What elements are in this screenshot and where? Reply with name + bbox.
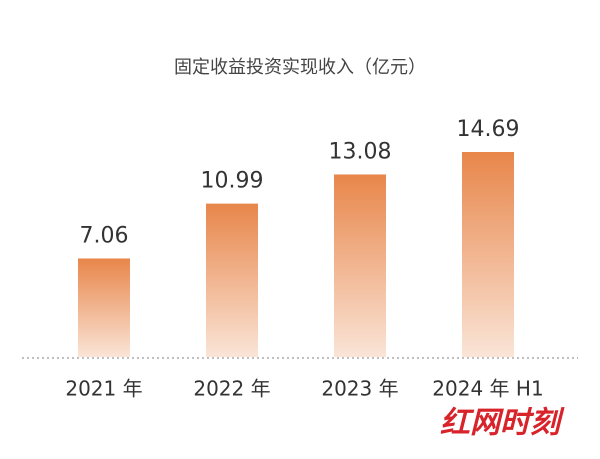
value-label: 13.08 xyxy=(329,139,392,164)
chart-title: 固定收益投资实现收入（亿元） xyxy=(174,57,426,78)
bar xyxy=(334,174,386,357)
bar xyxy=(462,152,514,357)
value-label: 7.06 xyxy=(80,223,129,248)
x-tick-label: 2023 年 xyxy=(321,377,398,401)
x-tick-label: 2022 年 xyxy=(193,377,270,401)
x-tick-label: 2021 年 xyxy=(65,377,142,401)
x-tick-label: 2024 年 H1 xyxy=(432,377,543,401)
bar xyxy=(206,203,258,357)
value-label: 10.99 xyxy=(201,169,264,194)
value-label: 14.69 xyxy=(457,117,520,142)
bar xyxy=(78,258,130,357)
watermark: 红网时刻 xyxy=(440,406,565,441)
